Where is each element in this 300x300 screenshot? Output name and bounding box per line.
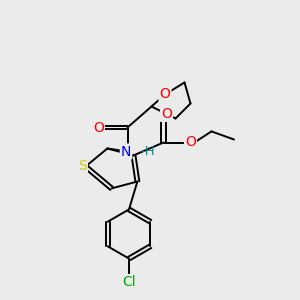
Text: N: N: [121, 145, 131, 158]
Text: Cl: Cl: [122, 275, 136, 289]
Text: S: S: [78, 160, 87, 173]
Text: -H: -H: [140, 145, 155, 158]
Text: O: O: [161, 107, 172, 121]
Text: O: O: [93, 121, 104, 134]
Text: O: O: [160, 88, 170, 101]
Text: O: O: [185, 136, 196, 149]
